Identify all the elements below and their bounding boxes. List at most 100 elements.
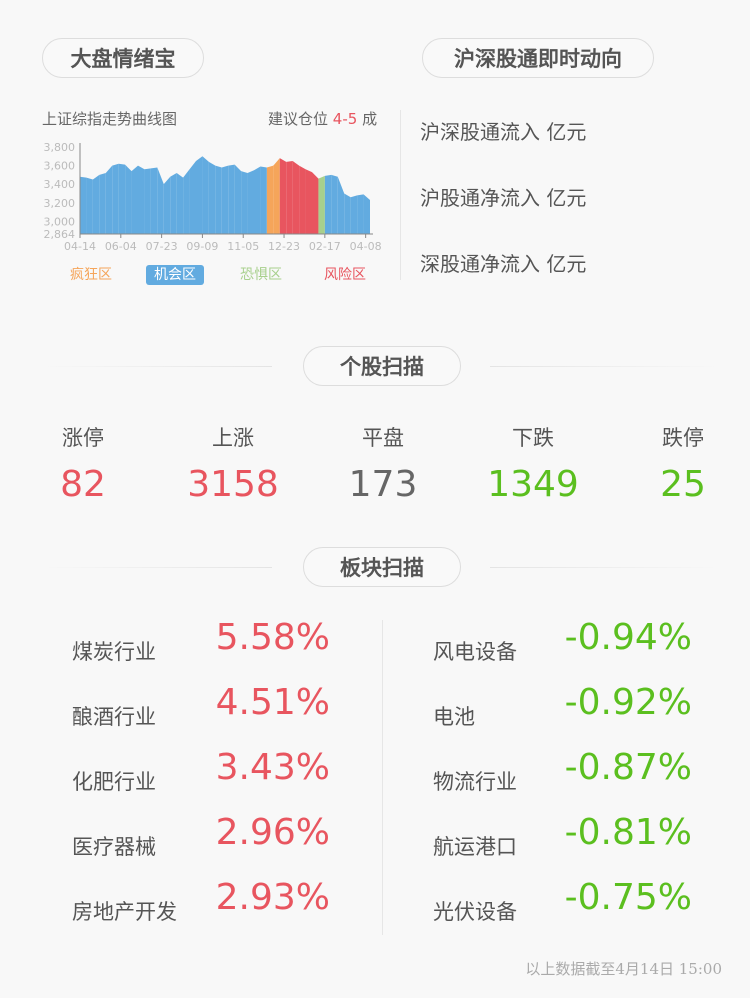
sector-change: 3.43% [215,747,330,788]
sentiment-title: 大盘情绪宝 [42,38,204,78]
x-tick-label: 02-17 [309,240,341,253]
area-segment [337,176,345,234]
area-segment [241,171,248,234]
area-segment [260,166,267,234]
area-segment [163,176,171,234]
connect-row-3: 深股通净流入 亿元 [420,252,587,276]
area-segment [350,195,358,234]
advice-prefix: 建议仓位 [268,110,329,128]
area-segment [112,163,119,234]
area-segment [170,173,177,234]
sector-change: 5.58% [215,617,330,658]
area-segment [118,163,126,234]
area-segment [357,194,364,234]
stat-4: 跌停 25 [623,422,743,505]
area-segment [299,165,306,234]
area-segment [105,165,113,234]
y-tick-label: 3,800 [44,141,76,154]
stat-value: 82 [60,464,106,505]
divider-right [490,567,720,568]
sectors-title: 板块扫描 [303,547,461,587]
y-tick-label: 3,600 [44,160,76,173]
sector-change: -0.87% [564,747,692,788]
sector-name: 煤炭行业 [72,640,156,664]
connect-title: 沪深股通即时动向 [422,38,654,78]
stat-value: 173 [348,464,418,505]
y-tick-label: 3,400 [44,178,76,191]
stat-3: 下跌 1349 [473,422,593,505]
y-tick-label: 3,000 [44,215,76,228]
stat-value: 25 [660,464,706,505]
sector-change: 2.96% [215,812,330,853]
x-tick-label: 11-05 [227,240,259,253]
stat-label: 下跌 [512,426,554,450]
stat-1: 上涨 3158 [173,422,293,505]
connect-row-2: 沪股通净流入 亿元 [420,186,587,210]
area-segment [196,156,203,234]
connect-row-1: 沪深股通流入 亿元 [420,120,587,144]
area-segment [131,165,138,234]
legend-2[interactable]: 恐惧区 [240,267,282,283]
chart-label: 上证综指走势曲线图 [42,110,178,128]
area-segment [144,168,151,234]
area-segment [344,193,351,234]
area-segment [234,164,242,234]
area-segment [176,173,184,234]
stat-label: 涨停 [62,426,104,450]
area-segment [125,164,132,234]
sector-change: -0.92% [564,682,692,723]
area-segment [305,169,312,234]
divider-right [490,366,720,367]
area-segment [331,174,338,234]
legend-0[interactable]: 疯狂区 [70,267,112,283]
sector-name: 房地产开发 [72,900,177,924]
x-tick-label: 06-04 [105,240,137,253]
sector-divider [382,620,383,935]
sector-change: -0.94% [564,617,692,658]
stat-label: 平盘 [362,426,404,450]
sector-change: 2.93% [215,877,330,918]
sector-change: -0.75% [564,877,692,918]
sector-name: 酿酒行业 [72,705,156,729]
area-segment [92,174,100,234]
stat-2: 平盘 173 [323,422,443,505]
x-tick-label: 07-23 [146,240,178,253]
area-segment [99,173,106,234]
stat-value: 1349 [487,464,579,505]
area-segment [318,175,325,234]
area-segment [279,158,287,234]
area-segment [266,165,274,234]
sector-change: 4.51% [215,682,330,723]
position-advice: 建议仓位 4-5 成 [268,108,377,129]
legend-1[interactable]: 机会区 [146,265,204,285]
area-segment [286,160,293,234]
area-segment [247,170,254,234]
area-segment [228,164,235,234]
y-tick-label: 2,864 [44,228,76,241]
x-tick-label: 12-23 [268,240,300,253]
area-segment [208,161,216,234]
footer-note: 以上数据截至4月14日 15:00 [525,960,722,978]
area-segment [221,165,229,234]
stat-value: 3158 [187,464,279,505]
legend-3[interactable]: 风险区 [324,267,366,283]
area-segment [215,165,222,234]
sector-name: 风电设备 [433,640,517,664]
sector-name: 物流行业 [433,770,517,794]
stat-label: 跌停 [662,426,704,450]
stat-0: 涨停 82 [23,422,143,505]
x-tick-label: 09-09 [186,240,218,253]
sector-change: -0.81% [564,812,692,853]
area-segment [80,176,87,234]
area-segment [189,160,196,234]
area-segment [273,158,280,234]
area-segment [312,172,319,234]
sector-name: 航运港口 [433,835,517,859]
area-segment [202,156,209,234]
sector-name: 电池 [433,705,475,729]
area-segment [157,167,164,234]
area-segment [183,169,190,234]
area-segment [150,167,158,234]
x-tick-label: 04-14 [64,240,96,253]
